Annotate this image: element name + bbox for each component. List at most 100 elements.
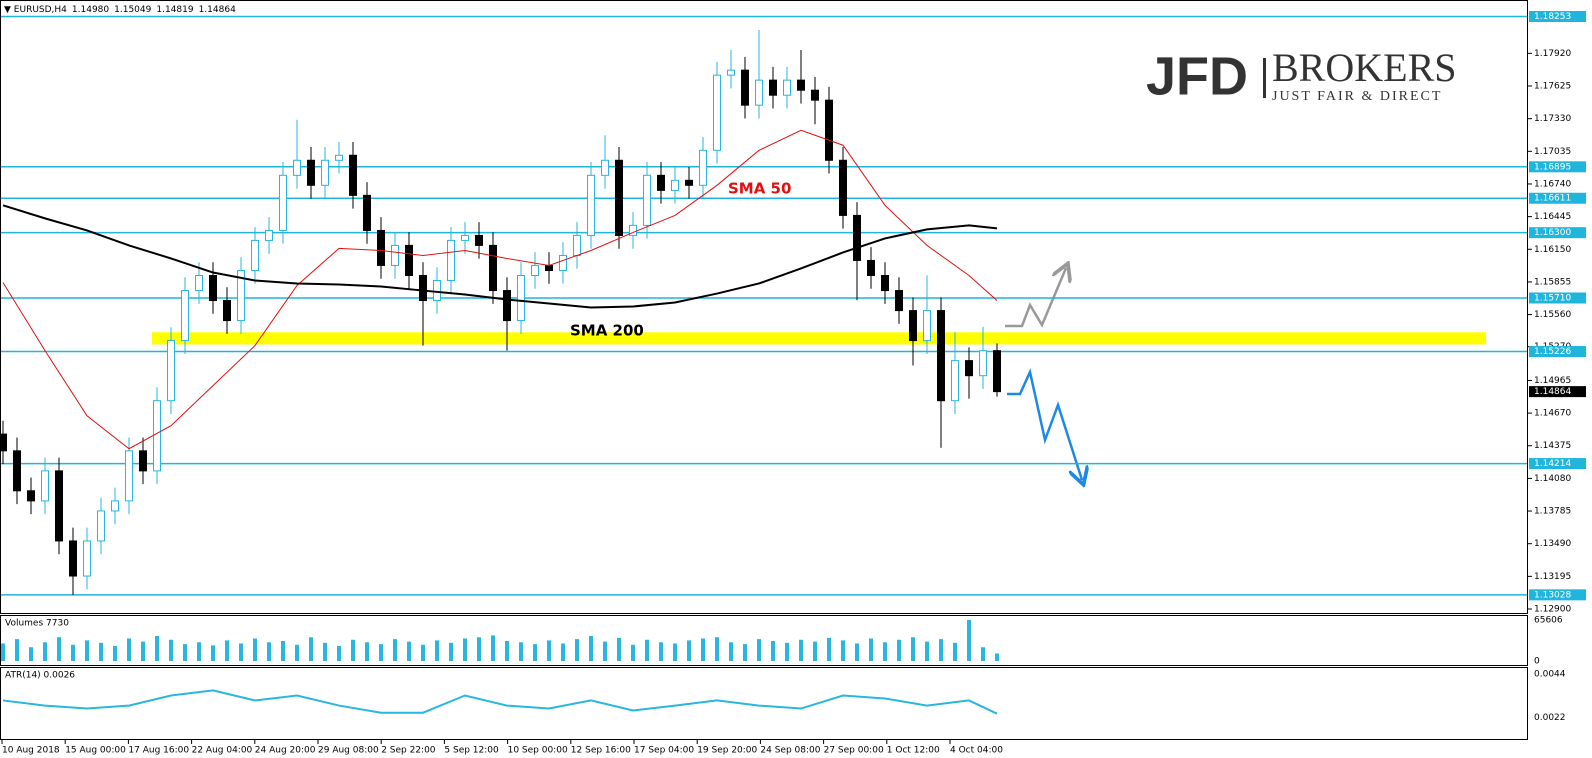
- volume-bar: [883, 642, 887, 661]
- volume-bar: [71, 644, 75, 661]
- candle-body: [601, 159, 609, 176]
- candle-body: [55, 470, 63, 542]
- candle-body: [825, 99, 833, 161]
- volume-bar: [911, 637, 915, 661]
- y-tick-label: 1.16740: [1534, 179, 1571, 189]
- volume-bar: [99, 642, 103, 661]
- volume-bar: [57, 637, 61, 661]
- volume-bar: [855, 643, 859, 661]
- header-field: 1.14864: [199, 5, 236, 15]
- y-tick-label: 1.17330: [1534, 114, 1571, 124]
- y-tick-label: 1.13490: [1534, 539, 1571, 549]
- volume-bar: [505, 641, 509, 661]
- pane-title: ATR(14) 0.0026: [5, 671, 75, 681]
- candle-body: [713, 74, 721, 151]
- volume-bar: [323, 642, 327, 661]
- volume-bar: [365, 642, 369, 661]
- volume-bar: [421, 644, 425, 661]
- logo-tagline: JUST FAIR & DIRECT: [1272, 89, 1442, 104]
- candle-body: [699, 149, 707, 186]
- volume-bar: [491, 635, 495, 661]
- main-pane: [0, 0, 1528, 614]
- candle-body: [671, 179, 679, 191]
- candle-body: [923, 310, 931, 342]
- candle-body: [0, 433, 7, 452]
- volume-bar: [673, 643, 677, 661]
- volume-bar: [813, 641, 817, 661]
- volume-bar: [239, 643, 243, 661]
- level-label-box: [1529, 10, 1586, 22]
- volume-bar: [729, 642, 733, 661]
- y-tick-label: 0.0044: [1534, 670, 1566, 680]
- volume-bar: [659, 642, 663, 661]
- candle-body: [111, 500, 119, 512]
- candle-body: [293, 159, 301, 176]
- down-scenario-arrow: [1007, 368, 1082, 480]
- y-tick-label: 1.15560: [1534, 310, 1571, 320]
- volume-bar: [617, 637, 621, 661]
- candle-body: [643, 174, 651, 226]
- y-tick-label: 1.17035: [1534, 147, 1571, 157]
- candle-body: [83, 540, 91, 577]
- candle-body: [363, 194, 371, 231]
- candle-body: [489, 244, 497, 292]
- sma200-label: SMA 200: [570, 322, 644, 340]
- volume-bar: [211, 645, 215, 661]
- candle-body: [895, 290, 903, 312]
- candle-body: [937, 310, 945, 402]
- candle-body: [881, 275, 889, 292]
- x-tick-label: 24 Aug 20:00: [255, 746, 316, 756]
- header-field: 1.14819: [156, 5, 193, 15]
- candle-body: [237, 270, 245, 322]
- volume-bar: [757, 639, 761, 661]
- y-tick-label: 1.16445: [1534, 212, 1571, 222]
- x-tick-label: 27 Sep 00:00: [824, 746, 884, 756]
- candle-body: [195, 275, 203, 292]
- level-label-box: [1529, 161, 1586, 173]
- y-tick-label: 1.12900: [1534, 605, 1571, 615]
- last-price-label: 1.14864: [1534, 387, 1571, 397]
- y-tick-label: 1.15855: [1534, 277, 1571, 287]
- level-label-box: [1529, 346, 1586, 358]
- volume-bar: [771, 641, 775, 661]
- volume-bar: [561, 643, 565, 661]
- candle-body: [531, 264, 539, 277]
- x-tick-label: 19 Sep 20:00: [697, 746, 757, 756]
- x-tick-label: 10 Aug 2018: [2, 746, 60, 756]
- level-label: 1.16895: [1534, 162, 1571, 172]
- y-tick-label: 1.13785: [1534, 507, 1571, 517]
- volume-bar: [939, 639, 943, 661]
- pane-title: Volumes 7730: [5, 619, 69, 629]
- x-tick-label: 5 Sep 12:00: [444, 746, 499, 756]
- volume-bar: [701, 638, 705, 661]
- volume-bar: [183, 644, 187, 661]
- volume-bar: [15, 639, 19, 661]
- level-label: 1.13028: [1534, 590, 1571, 600]
- x-tick-label: 17 Aug 16:00: [128, 746, 189, 756]
- logo: JFD BROKERS JUST FAIR & DIRECT: [1146, 45, 1457, 106]
- volume-bar: [169, 639, 173, 661]
- level-label: 1.15226: [1534, 347, 1571, 357]
- volume-bar: [253, 638, 257, 661]
- candle-body: [811, 89, 819, 101]
- volume-bar: [953, 642, 957, 661]
- y-tick-label: 1.16150: [1534, 245, 1571, 255]
- candle-body: [265, 229, 273, 241]
- candle-body: [405, 244, 413, 277]
- volume-bar: [995, 653, 999, 661]
- volume-bar: [337, 646, 341, 661]
- last-price-box: [1529, 386, 1586, 398]
- candle-body: [979, 350, 987, 377]
- y-tick-label: 1.14080: [1534, 474, 1571, 484]
- volume-bar: [393, 639, 397, 661]
- y-tick-label: 1.17625: [1534, 82, 1571, 92]
- volume-bar: [575, 639, 579, 661]
- volume-bar: [645, 639, 649, 661]
- candle-body: [13, 450, 21, 492]
- volume-bar: [799, 639, 803, 661]
- volume-bar: [547, 640, 551, 661]
- candle-body: [769, 79, 777, 96]
- volume-bar: [141, 641, 145, 661]
- x-tick-label: 22 Aug 04:00: [192, 746, 253, 756]
